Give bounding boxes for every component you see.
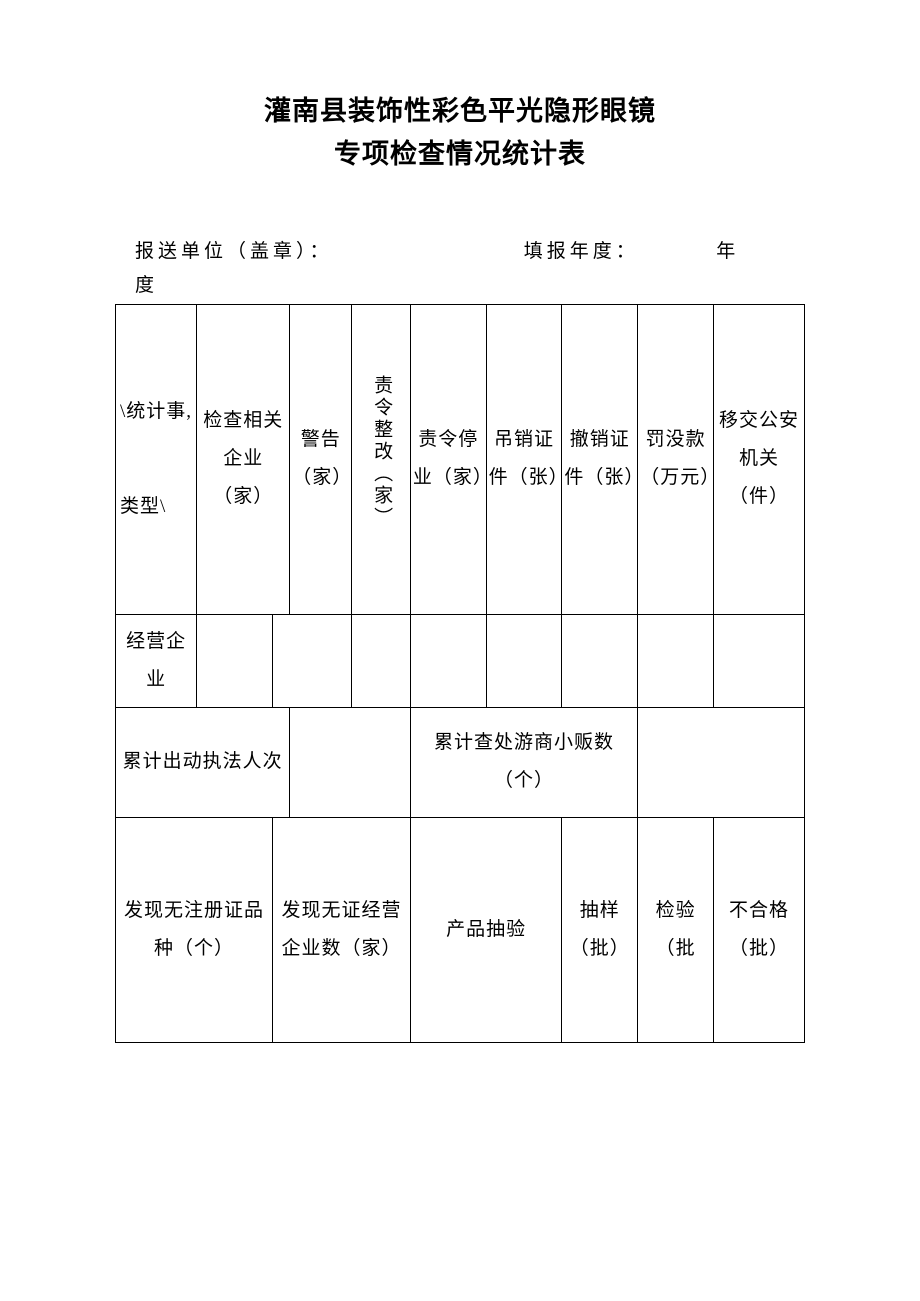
biz-c7: [638, 614, 714, 707]
year-label: 填报年度：: [524, 241, 639, 262]
sampling-label: 产品抽验: [410, 817, 562, 1042]
statistics-table: \统计事, 类型\ 检查相关企业（家） 警告（家） 责令整改︵家︶ 责令停业（家…: [115, 304, 805, 1043]
table-row-totals2: 发现无注册证品种（个） 发现无证经营企业数（家） 产品抽验 抽样（批） 检验（批…: [116, 817, 805, 1042]
header-revoke: 吊销证件（张）: [486, 304, 562, 614]
header-fine: 罚没款（万元）: [638, 304, 714, 614]
sender-label: 报送单位（盖章）：: [135, 236, 515, 263]
nolicense-label: 发现无证经营企业数（家）: [273, 817, 411, 1042]
diag-top: \统计事,: [120, 401, 192, 422]
biz-c3: [352, 614, 411, 707]
year-suffix-line2: 度: [115, 271, 805, 301]
vendor-label: 累计查处游商小贩数（个）: [410, 707, 637, 817]
year-suffix: 年: [716, 241, 739, 262]
biz-c5: [486, 614, 562, 707]
dispatch-label: 累计出动执法人次: [116, 707, 290, 817]
vendor-value: [638, 707, 805, 817]
dispatch-value: [290, 707, 411, 817]
row-label-business: 经营企业: [116, 614, 197, 707]
header-police: 移交公安机关（件）: [713, 304, 804, 614]
header-inspect: 检查相关企业（家）: [197, 304, 290, 614]
sampling-sub1: 抽样（批）: [562, 817, 638, 1042]
title-line-1: 灌南县装饰性彩色平光隐形眼镜: [264, 96, 656, 126]
biz-c6: [562, 614, 638, 707]
table-row-totals1: 累计出动执法人次 累计查处游商小贩数（个）: [116, 707, 805, 817]
table-row-business: 经营企业: [116, 614, 805, 707]
biz-c4: [410, 614, 486, 707]
header-cancel: 撤销证件（张）: [562, 304, 638, 614]
meta-line: 报送单位（盖章）： 填报年度： 年: [115, 236, 805, 263]
sampling-val1: 检验（批: [638, 817, 714, 1042]
header-diagonal: \统计事, 类型\: [116, 304, 197, 614]
biz-c2: [273, 614, 352, 707]
sampling-sub2: 不合格（批）: [713, 817, 804, 1042]
table-header-row: \统计事, 类型\ 检查相关企业（家） 警告（家） 责令整改︵家︶ 责令停业（家…: [116, 304, 805, 614]
header-rectify: 责令整改︵家︶: [352, 304, 411, 614]
header-warning: 警告（家）: [290, 304, 352, 614]
header-suspend: 责令停业（家）: [410, 304, 486, 614]
document-title: 灌南县装饰性彩色平光隐形眼镜 专项检查情况统计表: [115, 90, 805, 176]
biz-c8: [713, 614, 804, 707]
biz-c1: [197, 614, 273, 707]
title-line-2: 专项检查情况统计表: [334, 139, 586, 169]
diag-bottom: 类型\: [120, 496, 166, 517]
noreg-label: 发现无注册证品种（个）: [116, 817, 273, 1042]
